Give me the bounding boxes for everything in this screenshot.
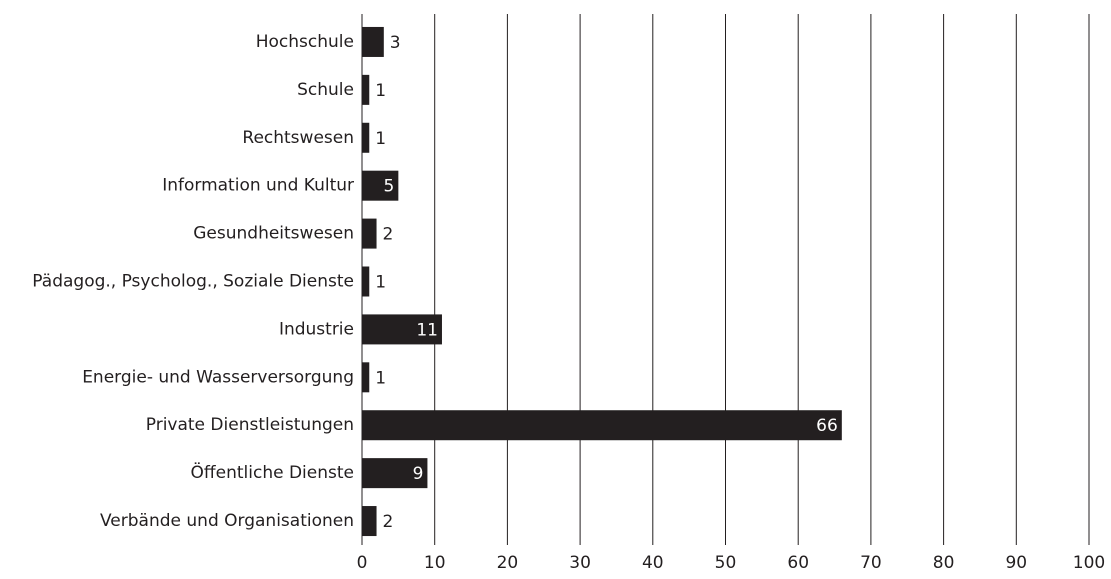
x-tick-label: 30 xyxy=(569,553,591,573)
x-tick-label: 50 xyxy=(715,553,737,573)
y-tick-label: Private Dienstleistungen xyxy=(146,415,354,435)
bar xyxy=(362,26,384,57)
x-tick-label: 70 xyxy=(860,553,882,573)
y-tick-label: Hochschule xyxy=(256,32,354,52)
x-tick-label: 60 xyxy=(787,553,809,573)
x-tick-label: 10 xyxy=(424,553,446,573)
bar xyxy=(362,314,442,345)
x-tick-label: 90 xyxy=(1005,553,1027,573)
x-tick-label: 100 xyxy=(1073,553,1105,573)
value-label: 2 xyxy=(383,512,394,532)
value-label: 1 xyxy=(375,368,386,388)
value-label: 2 xyxy=(383,225,394,245)
bar xyxy=(362,218,377,249)
y-tick-label: Rechtswesen xyxy=(242,128,354,148)
bar xyxy=(362,266,370,297)
value-label: 1 xyxy=(375,81,386,101)
x-tick-label: 20 xyxy=(497,553,519,573)
value-label: 5 xyxy=(384,177,395,197)
value-label: 1 xyxy=(375,129,386,149)
y-tick-label: Verbände und Organisationen xyxy=(100,511,354,531)
value-label: 1 xyxy=(375,273,386,293)
value-label: 3 xyxy=(390,33,401,53)
value-label: 66 xyxy=(816,416,838,436)
bar xyxy=(362,458,428,489)
value-label: 11 xyxy=(416,320,438,340)
bar xyxy=(362,74,370,105)
bar xyxy=(362,362,370,393)
bar xyxy=(362,506,377,537)
y-tick-label: Pädagog., Psycholog., Soziale Dienste xyxy=(32,272,354,292)
bar xyxy=(362,410,842,441)
y-tick-label: Gesundheitswesen xyxy=(193,224,354,244)
y-tick-label: Information und Kultur xyxy=(162,176,354,196)
bar xyxy=(362,170,399,201)
y-tick-label: Energie- und Wasserversorgung xyxy=(82,367,354,387)
x-tick-label: 0 xyxy=(357,553,368,573)
y-tick-label: Öffentliche Dienste xyxy=(191,461,354,483)
value-label: 9 xyxy=(413,464,424,484)
x-tick-label: 40 xyxy=(642,553,664,573)
x-tick-label: 80 xyxy=(933,553,955,573)
bar xyxy=(362,122,370,153)
y-tick-label: Industrie xyxy=(279,319,354,339)
y-tick-label: Schule xyxy=(297,80,354,100)
